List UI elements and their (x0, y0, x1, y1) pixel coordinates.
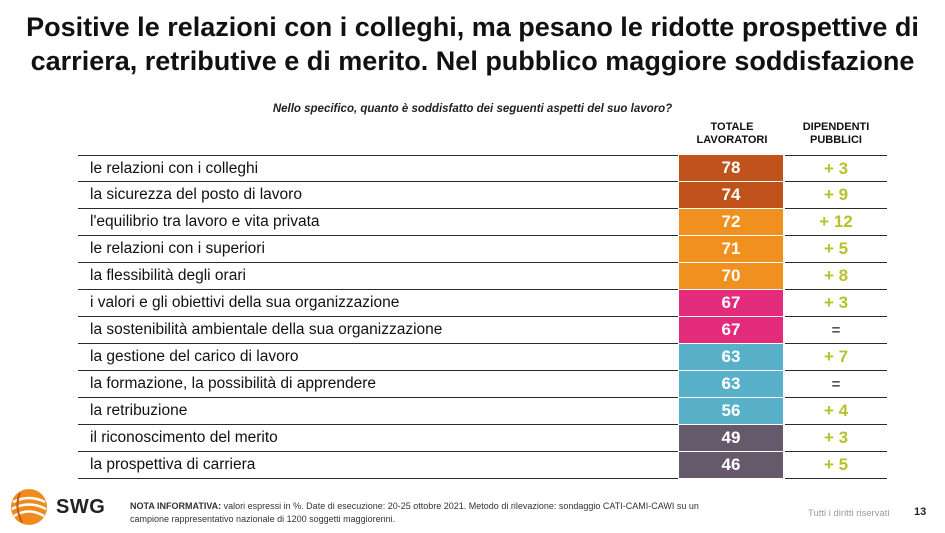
row-label: la flessibilità degli orari (78, 263, 678, 290)
total-value-cell: 63 (679, 344, 783, 371)
public-delta-cell: + 5 (785, 236, 887, 263)
row-label: le relazioni con i superiori (78, 236, 678, 263)
public-delta-cell: + 12 (785, 209, 887, 236)
public-delta-cell: = (785, 371, 887, 398)
title-line-2: carriera, retributive e di merito. Nel p… (30, 46, 915, 76)
total-value-cell: 74 (679, 182, 783, 209)
swg-logo: SWG (8, 486, 105, 528)
total-value-cell: 63 (679, 371, 783, 398)
public-delta-cell: + 5 (785, 452, 887, 479)
total-value-cell: 67 (679, 317, 783, 344)
table-row: la prospettiva di carriera 46 + 5 (78, 452, 888, 479)
informative-note: NOTA INFORMATIVA: valori espressi in %. … (130, 500, 770, 526)
table-row: la formazione, la possibilità di apprend… (78, 371, 888, 398)
survey-question: Nello specifico, quanto è soddisfatto de… (272, 103, 673, 115)
public-delta-cell: = (785, 317, 887, 344)
total-value-cell: 49 (679, 425, 783, 452)
header-total-workers: TOTALE LAVORATORI (680, 121, 784, 147)
table-row: la sostenibilità ambientale della sua or… (78, 317, 888, 344)
total-value-cell: 67 (679, 290, 783, 317)
table-row: la retribuzione 56 + 4 (78, 398, 888, 425)
table-row: la flessibilità degli orari 70 + 8 (78, 263, 888, 290)
row-label: il riconoscimento del merito (78, 425, 678, 452)
row-label: la retribuzione (78, 398, 678, 425)
table-row: la sicurezza del posto di lavoro 74 + 9 (78, 182, 888, 209)
total-value-cell: 70 (679, 263, 783, 290)
row-label: l'equilibrio tra lavoro e vita privata (78, 209, 678, 236)
logo-text: SWG (56, 495, 106, 518)
page-title: Positive le relazioni con i colleghi, ma… (0, 10, 945, 78)
public-delta-cell: + 7 (785, 344, 887, 371)
row-label: i valori e gli obiettivi della sua organ… (78, 290, 678, 317)
table-row: le relazioni con i superiori 71 + 5 (78, 236, 888, 263)
header-total-line-1: TOTALE (710, 121, 754, 133)
total-value-cell: 46 (679, 452, 783, 479)
row-label: la sostenibilità ambientale della sua or… (78, 317, 678, 344)
header-public-employees: DIPENDENTI PUBBLICI (786, 121, 886, 147)
total-value-cell: 78 (679, 155, 783, 182)
header-public-line-1: DIPENDENTI (802, 121, 870, 133)
public-delta-cell: + 9 (785, 182, 887, 209)
public-delta-cell: + 4 (785, 398, 887, 425)
header-public-line-2: PUBBLICI (810, 134, 862, 146)
satisfaction-table: le relazioni con i colleghi 78 + 3 la sicur… (78, 155, 888, 479)
row-label: la gestione del carico di lavoro (78, 344, 678, 371)
note-line-2: campione rappresentativo nazionale di 12… (130, 514, 396, 524)
public-delta-cell: + 3 (785, 425, 887, 452)
row-label: la formazione, la possibilità di apprend… (78, 371, 678, 398)
table-row: i valori e gli obiettivi della sua organ… (78, 290, 888, 317)
table-row: la gestione del carico di lavoro 63 + 7 (78, 344, 888, 371)
total-value-cell: 56 (679, 398, 783, 425)
row-label: le relazioni con i colleghi (78, 155, 678, 182)
table-row: l'equilibrio tra lavoro e vita privata 72… (78, 209, 888, 236)
note-label: NOTA INFORMATIVA: (130, 501, 222, 511)
total-value-cell: 72 (679, 209, 783, 236)
row-label: la prospettiva di carriera (78, 452, 678, 479)
public-delta-cell: + 8 (785, 263, 887, 290)
public-delta-cell: + 3 (785, 155, 887, 182)
public-delta-cell: + 3 (785, 290, 887, 317)
header-total-line-2: LAVORATORI (696, 134, 768, 146)
row-label: la sicurezza del posto di lavoro (78, 182, 678, 209)
total-value-cell: 71 (679, 236, 783, 263)
table-row: le relazioni con i colleghi 78 + 3 (78, 155, 888, 182)
title-line-1: Positive le relazioni con i colleghi, ma… (26, 12, 919, 42)
table-row: il riconoscimento del merito 49 + 3 (78, 425, 888, 452)
page-number: 13 (914, 506, 927, 518)
swg-globe-icon (11, 489, 47, 525)
rights-reserved: Tutti i diritti riservati (808, 508, 890, 519)
note-line-1: valori espressi in %. Date di esecuzione… (221, 501, 699, 511)
